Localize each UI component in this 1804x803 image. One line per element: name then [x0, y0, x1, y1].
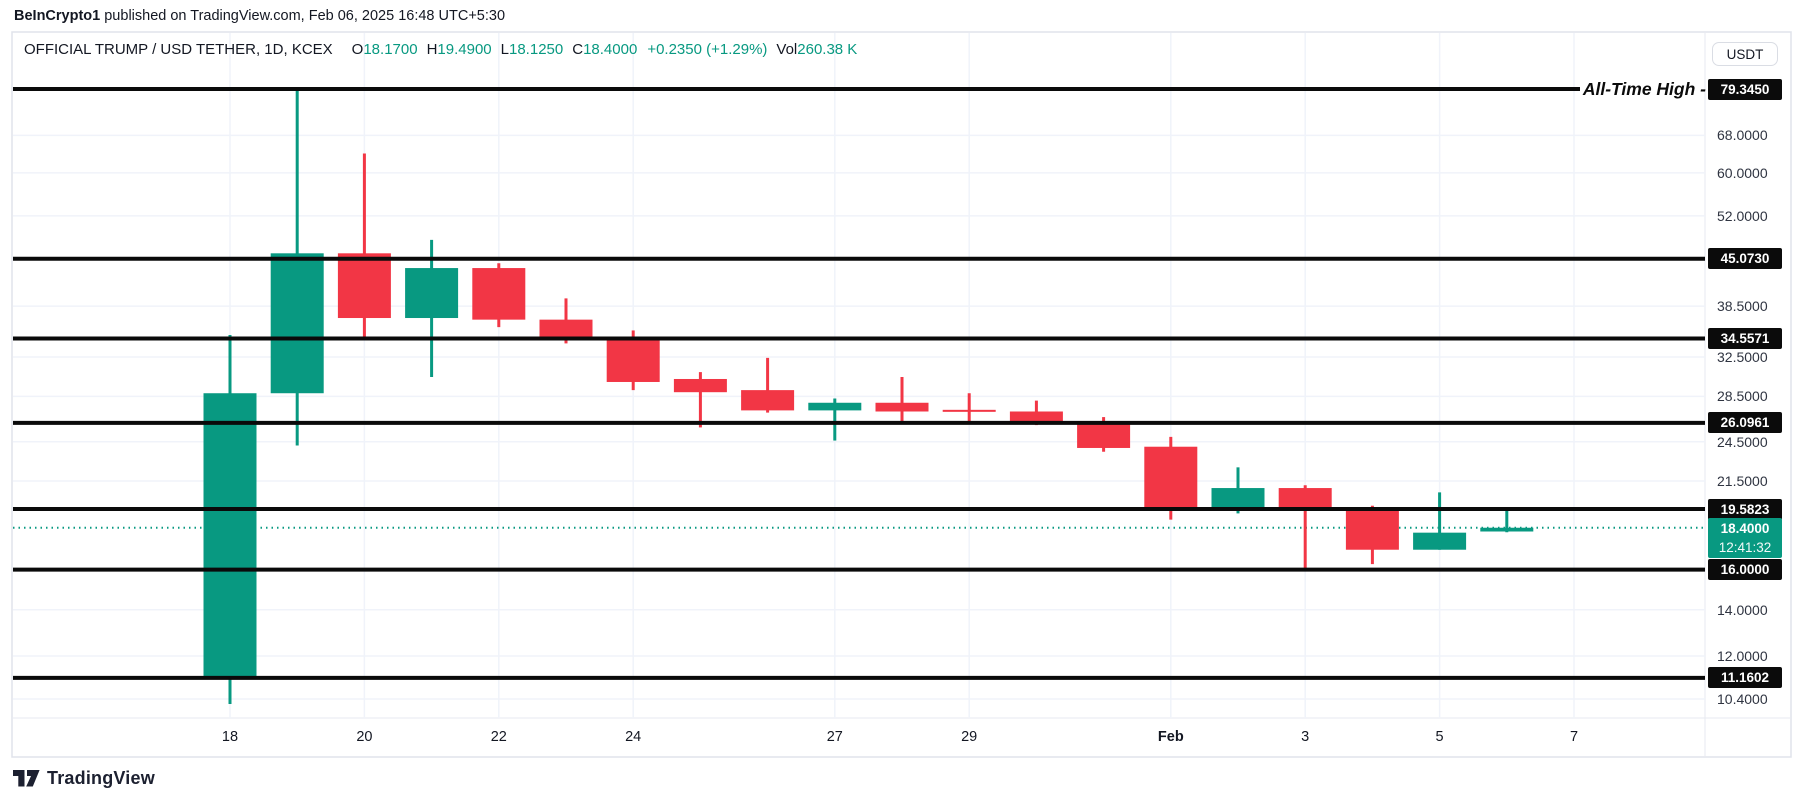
tradingview-footer[interactable]: TradingView [13, 768, 155, 789]
candle-body [203, 393, 257, 678]
price-tick-label: 28.5000 [1717, 388, 1768, 405]
candle-body [673, 378, 727, 393]
candle-body [1009, 411, 1063, 424]
tradingview-brand-text: TradingView [47, 768, 155, 788]
open-value: 18.1700 [363, 41, 418, 58]
price-level-badge: 11.1602 [1708, 667, 1782, 689]
author-name: BeInCrypto1 [14, 8, 101, 24]
tradingview-logo-icon [13, 770, 40, 787]
candle-body [270, 253, 324, 394]
all-time-high-annotation: All-Time High - [1582, 79, 1706, 99]
time-tick-label: 7 [1569, 729, 1579, 745]
candle-body [405, 268, 459, 319]
volume-label: Vol [776, 41, 798, 58]
high-label: H [426, 41, 438, 58]
current-price-badge: 18.4000 12:41:32 [1708, 517, 1782, 558]
price-tick-label: 52.0000 [1717, 207, 1768, 224]
currency-toggle-button[interactable]: USDT [1712, 42, 1778, 66]
symbol-title: OFFICIAL TRUMP / USD TETHER, 1D, KCEX [24, 41, 333, 58]
change-value: +0.2350 (+1.29%) [647, 41, 768, 58]
candle-body [1345, 508, 1399, 550]
attribution-text: published on TradingView.com, Feb 06, 20… [100, 8, 506, 24]
price-level-badge: 26.0961 [1708, 412, 1782, 434]
candle-body [1144, 446, 1198, 509]
candle-body [942, 409, 996, 412]
attribution-bar: BeInCrypto1 published on TradingView.com… [14, 8, 505, 24]
candle-body [741, 390, 795, 411]
bar-countdown: 12:41:32 [1718, 539, 1772, 555]
candle-body [1077, 423, 1131, 448]
time-tick-label: 5 [1435, 729, 1444, 745]
time-tick-label: Feb [1157, 729, 1184, 745]
price-tick-label: 32.5000 [1717, 348, 1768, 365]
candle-body [606, 338, 660, 382]
candle-body [539, 319, 593, 340]
close-value: 18.4000 [583, 41, 638, 58]
open-label: O [351, 41, 364, 58]
low-value: 18.1250 [509, 41, 564, 58]
time-tick-label: 3 [1301, 729, 1310, 745]
candle-body [1413, 532, 1467, 550]
time-tick-label: 24 [625, 729, 642, 745]
candle-body [875, 402, 929, 412]
candle-body [1211, 488, 1265, 509]
volume-value: 260.38 K [797, 41, 858, 58]
high-value: 19.4900 [437, 41, 492, 58]
close-label: C [572, 41, 584, 58]
candle-body [1278, 488, 1332, 509]
price-tick-label: 21.5000 [1717, 472, 1768, 489]
price-level-badge: 19.5823 [1708, 498, 1782, 520]
candle-body [472, 268, 526, 320]
price-tick-label: 60.0000 [1717, 164, 1768, 181]
price-tick-label: 24.5000 [1717, 433, 1768, 450]
current-price-value: 18.4000 [1720, 520, 1770, 536]
time-tick-label: 20 [356, 729, 373, 745]
chart-frame-border [11, 31, 1792, 758]
low-label: L [500, 41, 509, 58]
price-tick-label: 14.0000 [1717, 601, 1768, 618]
time-tick-label: 29 [961, 729, 978, 745]
price-level-badge: 45.0730 [1708, 248, 1782, 270]
candle-body [808, 402, 862, 411]
price-level-badge: 16.0000 [1708, 559, 1782, 581]
time-tick-label: 18 [221, 729, 239, 745]
candle-body [337, 253, 391, 319]
price-tick-label: 68.0000 [1717, 127, 1768, 144]
price-level-badge: 79.3450 [1708, 78, 1782, 100]
price-level-badge: 34.5571 [1708, 328, 1782, 350]
symbol-legend: OFFICIAL TRUMP / USD TETHER, 1D, KCEX O18… [24, 41, 857, 58]
price-tick-label: 10.4000 [1717, 691, 1768, 707]
candle-body [1480, 527, 1534, 532]
price-tick-label: 12.0000 [1717, 648, 1768, 665]
time-tick-label: 22 [490, 729, 507, 745]
time-tick-label: 27 [826, 729, 843, 745]
price-tick-label: 38.5000 [1717, 298, 1768, 315]
